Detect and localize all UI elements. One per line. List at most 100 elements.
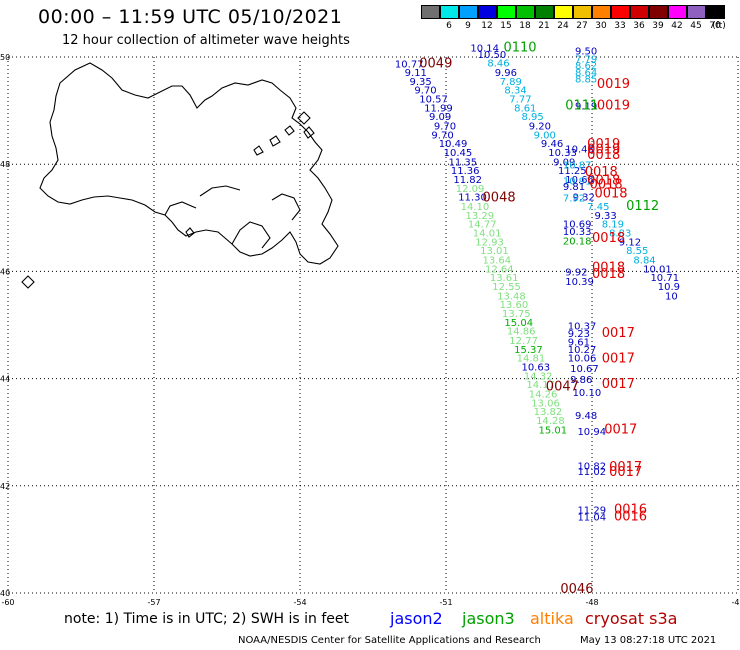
pass-time-marker: 0019 <box>597 99 630 114</box>
pass-time-marker: 0016 <box>614 503 647 518</box>
legend-swatch <box>440 5 459 19</box>
pass-time-marker: 0018 <box>585 165 618 180</box>
wave-height-value: 10.94 <box>577 427 606 438</box>
wave-height-value: 20.18 <box>563 237 592 248</box>
wave-height-value: 8.84 <box>633 255 655 266</box>
wave-height-value: 10.33 <box>563 227 592 238</box>
legend-label: 6 <box>446 21 452 31</box>
wave-height-value: 14.77 <box>468 219 497 230</box>
footer-note: note: 1) Time is in UTC; 2) SWH is in fe… <box>64 611 350 627</box>
wave-height-value: 10.33 <box>548 148 577 159</box>
wave-height-value: 15.01 <box>539 425 568 436</box>
wave-height-value: 8.19 <box>602 219 624 230</box>
wave-height-value: 10.77 <box>395 60 424 71</box>
wave-height-value: 9.33 <box>594 211 616 222</box>
wave-height-value: 10.37 <box>568 321 597 332</box>
wave-height-value: 11.30 <box>458 193 487 204</box>
wave-height-value: 8.46 <box>487 59 509 70</box>
page-subtitle: 12 hour collection of altimeter wave hei… <box>62 33 350 48</box>
wave-height-value: 11.99 <box>424 104 453 115</box>
pass-time-marker: 0018 <box>587 174 620 189</box>
observations-layer: 10.779.119.359.7010.5711.999.099.709.701… <box>395 44 680 524</box>
satellite-cryosat-s3a: cryosat s3a <box>585 609 678 628</box>
legend-label: 42 <box>671 21 683 31</box>
wave-height-value: 9.00 <box>534 130 556 141</box>
wave-height-value: 13.29 <box>465 211 494 222</box>
wave-height-value: 10.50 <box>478 50 507 61</box>
page-title: 00:00 – 11:59 UTC 05/10/2021 <box>38 6 343 28</box>
axis-labels: 50 48 46 44 42 40-60 -57 -54 -51 -48 -45 <box>0 53 740 607</box>
satellite-altika: altika <box>530 609 574 628</box>
legend-swatch <box>592 5 611 19</box>
wave-height-value: 8.62 <box>575 61 597 72</box>
legend-label: 39 <box>652 21 664 31</box>
wave-height-value: 11.25 <box>558 166 587 177</box>
legend-swatch <box>649 5 668 19</box>
lat-tick-label: 44 <box>0 375 10 384</box>
legend-swatch <box>421 5 440 19</box>
pass-time-marker: 0048 <box>483 191 516 206</box>
wave-height-value: 8.64 <box>575 68 597 79</box>
wave-height-value: 8.61 <box>514 104 536 115</box>
lon-tick-label: -54 <box>293 598 306 607</box>
wave-height-value: 10.63 <box>521 363 550 374</box>
legend-label: 70 <box>709 21 721 31</box>
wave-height-value: 10.69 <box>563 219 592 230</box>
legend-label: 15 <box>500 21 512 31</box>
legend-swatch <box>459 5 478 19</box>
wave-height-value: 9.70 <box>434 121 456 132</box>
wave-height-value: 15.04 <box>504 318 533 329</box>
wave-height-value: 9.12 <box>619 238 641 249</box>
wave-height-value: 10.45 <box>444 148 473 159</box>
wave-height-value: 7.92 <box>563 194 585 205</box>
legend-label: 36 <box>633 21 645 31</box>
legend-label: 21 <box>538 21 550 31</box>
satellite-jason2: jason2 <box>390 609 443 628</box>
legend-swatch <box>573 5 592 19</box>
wave-height-value: 11.82 <box>453 175 482 186</box>
legend-swatch <box>687 5 706 19</box>
wave-height-value: 10.82 <box>577 462 606 473</box>
wave-height-value: 9.81 <box>563 182 585 193</box>
credit-text: NOAA/NESDIS Center for Satellite Applica… <box>238 635 541 646</box>
wave-height-value: 10.57 <box>419 95 448 106</box>
wave-height-value: 9.70 <box>414 85 436 96</box>
wave-height-value: 10.39 <box>565 277 594 288</box>
legend-label: 12 <box>481 21 493 31</box>
wave-height-value: 13.61 <box>490 273 519 284</box>
wave-height-value: 9.09 <box>429 112 451 123</box>
lon-tick-label: -60 <box>1 598 14 607</box>
wave-height-value: 10.71 <box>650 273 679 284</box>
pass-time-marker: 0018 <box>592 267 625 282</box>
pass-time-marker: 0049 <box>419 57 452 72</box>
wave-height-value: 10.9 <box>658 282 680 293</box>
wave-height-value: 14.26 <box>529 389 558 400</box>
wave-height-value: 7.77 <box>509 95 531 106</box>
wave-height-value: 14.10 <box>461 202 490 213</box>
pass-time-marker: 0047 <box>546 379 579 394</box>
legend-unit: (ft) <box>712 21 726 31</box>
pass-time-marker: 0019 <box>587 137 620 152</box>
wave-height-value: 11.04 <box>577 513 606 524</box>
legend-label: 45 <box>690 21 702 31</box>
wave-height-value: 15.37 <box>514 345 543 356</box>
legend-label: 9 <box>465 21 471 31</box>
wave-height-value: 13.60 <box>500 300 529 311</box>
wave-height-value: 9.32 <box>573 193 595 204</box>
pass-time-marker: 0018 <box>592 231 625 246</box>
wave-height-value: 10.01 <box>643 264 672 275</box>
wave-height-value: 14.86 <box>507 327 536 338</box>
pass-time-marker: 0018 <box>592 260 625 275</box>
pass-time-marker: 0111 <box>565 99 598 114</box>
wave-height-value: 11.02 <box>577 467 606 478</box>
wave-height-value: 11.35 <box>448 157 477 168</box>
wave-height-value: 10.66 <box>565 175 594 186</box>
wave-height-value: 9.48 <box>575 411 597 422</box>
legend-label: 27 <box>576 21 588 31</box>
wave-height-value: 9.86 <box>570 375 592 386</box>
wave-height-value: 9.19 <box>575 102 597 113</box>
pass-time-marker: 0017 <box>602 352 635 367</box>
coastline <box>21 62 339 289</box>
wave-height-value: 9.50 <box>575 46 597 57</box>
legend-swatch <box>554 5 573 19</box>
